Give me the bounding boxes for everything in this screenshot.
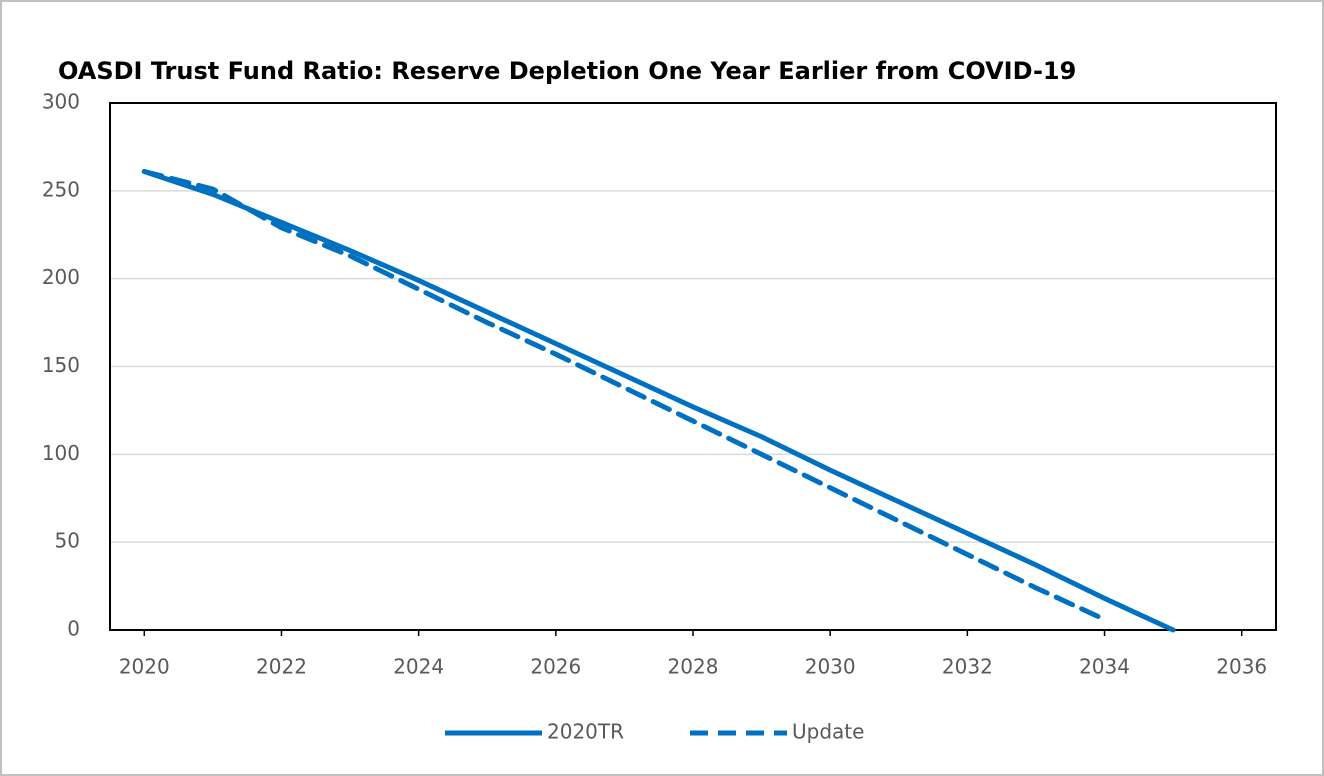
series-line (141, 169, 1176, 633)
x-tick-label: 2020 (119, 655, 170, 679)
x-tick-label: 2032 (942, 655, 993, 679)
x-tick-label: 2036 (1216, 655, 1267, 679)
x-tick-label: 2030 (805, 655, 856, 679)
series-line (141, 169, 1108, 622)
chart-title: OASDI Trust Fund Ratio: Reserve Depletio… (58, 57, 1076, 85)
y-tick-label: 300 (42, 90, 80, 114)
legend-label: Update (792, 720, 864, 744)
y-tick-label: 50 (55, 529, 80, 553)
y-tick-label: 200 (42, 265, 80, 289)
x-tick-label: 2028 (668, 655, 719, 679)
y-tick-label: 0 (67, 617, 80, 641)
y-tick-label: 250 (42, 177, 80, 201)
legend-label: 2020TR (547, 720, 624, 744)
y-tick-label: 100 (42, 441, 80, 465)
y-tick-label: 150 (42, 353, 80, 377)
x-tick-label: 2022 (256, 655, 307, 679)
x-tick-label: 2024 (393, 655, 444, 679)
x-tick-label: 2026 (530, 655, 581, 679)
x-tick-label: 2034 (1079, 655, 1130, 679)
